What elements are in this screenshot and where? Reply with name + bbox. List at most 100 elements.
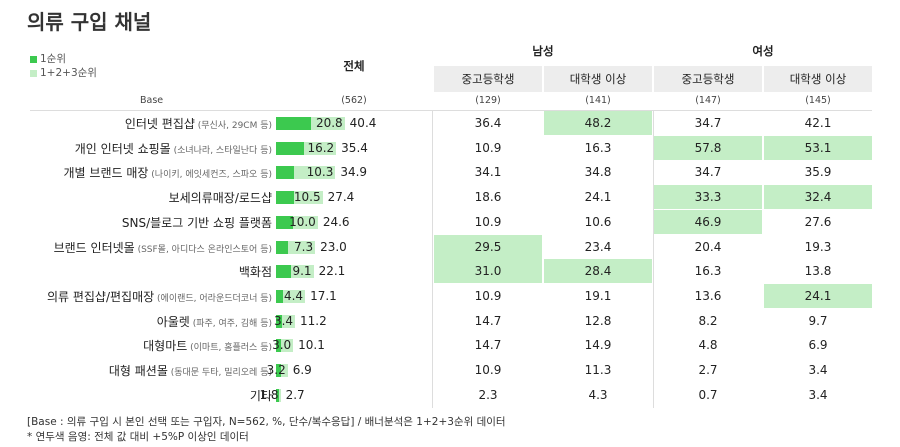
bar-total-share [276, 364, 288, 377]
row-label-main: 인터넷 편집샵 [124, 117, 195, 131]
row-label-sub: (나이키, 에잇세컨즈, 스파오 등) [148, 170, 272, 181]
value-total-share: 23.0 [320, 239, 347, 254]
bar-first-rank [276, 364, 282, 377]
table-cell: 34.8 [584, 165, 612, 180]
value-first-rank: 3.4 [273, 313, 294, 328]
table-cell: 4.3 [588, 387, 608, 402]
row-label-main: 기타 [249, 388, 272, 403]
row-label-main: 백화점 [238, 265, 272, 280]
value-first-rank: 10.5 [293, 190, 321, 205]
row-label: 기타 [30, 387, 272, 404]
value-first-rank: 3.2 [266, 363, 286, 377]
table-cell: 10.9 [474, 288, 502, 303]
base-total: (562) [341, 95, 367, 106]
row-label: 대형마트 (이마트, 홈플러스 등) [30, 337, 272, 354]
row-label: 브랜드 인터넷몰 (SSF몰, 아디다스 온라인스토어 등) [30, 239, 272, 256]
table-cell: 19.3 [804, 239, 832, 254]
table-cell: 57.8 [654, 135, 762, 160]
footnote-highlight: * 연두색 음영: 전체 값 대비 +5%P 이상인 데이터 [27, 431, 249, 443]
row-label-sub: (이마트, 홈플러스 등) [187, 343, 272, 354]
row-label: 개별 브랜드 매장 (나이키, 에잇세컨즈, 스파오 등) [30, 164, 272, 181]
table-divider-left [432, 110, 433, 408]
row-label-sub: (무신사, 29CM 등) [194, 121, 272, 131]
base-label: Base [140, 95, 164, 106]
table-cell: 27.6 [804, 214, 832, 229]
table-cell: 11.3 [584, 363, 612, 377]
row-label-sub: (SSF몰, 아디다스 온라인스토어 등) [134, 244, 272, 255]
table-cell: 14.7 [474, 313, 502, 328]
bar-first-rank [276, 289, 284, 303]
table-cell: 35.9 [804, 165, 832, 180]
table-cell: 42.1 [804, 116, 832, 130]
row-label-sub: (에이랜드, 어라운드더코너 등) [154, 293, 272, 304]
bar-first-rank [276, 141, 304, 155]
table-cell: 3.4 [808, 387, 828, 402]
table-cell: 2.3 [478, 387, 498, 402]
legend-item-total: 1+2+3순위 [30, 66, 97, 80]
table-cell: 10.9 [474, 214, 502, 229]
table-cell: 4.8 [698, 338, 718, 353]
table-cell: 32.4 [764, 185, 872, 210]
legend: 1순위 1+2+3순위 [30, 52, 97, 80]
value-total-share: 2.7 [285, 387, 305, 402]
legend-swatch-first [30, 55, 37, 63]
value-total-share: 34.9 [340, 165, 368, 180]
header-group-female: 여성 [752, 44, 774, 58]
value-first-rank: 7.3 [294, 239, 314, 254]
bar-first-rank [276, 240, 289, 254]
bar-first-rank [276, 117, 312, 130]
bar-first-rank [276, 191, 294, 205]
table-cell: 24.1 [764, 283, 872, 308]
bar-first-rank [276, 265, 292, 279]
table-cell: 13.6 [694, 288, 722, 303]
row-label-main: 보세의류매장/로드샵 [168, 191, 272, 206]
table-cell: 10.9 [474, 363, 502, 377]
value-total-share: 6.9 [292, 363, 312, 377]
row-label: 개인 인터넷 쇼핑몰 (소녀나라, 스타일난다 등) [30, 140, 272, 157]
table-cell: 34.7 [694, 165, 722, 180]
base-female-college: (145) [805, 95, 831, 106]
header-group-male: 남성 [532, 44, 554, 58]
table-cell: 14.7 [474, 338, 502, 353]
value-total-share: 27.4 [327, 190, 355, 205]
row-label: SNS/블로그 기반 쇼핑 플랫폼 [30, 214, 272, 231]
value-total-share: 11.2 [300, 313, 327, 328]
value-total-share: 10.1 [298, 338, 325, 353]
value-first-rank: 4.4 [283, 288, 304, 303]
value-total-share: 40.4 [349, 116, 377, 130]
table-cell: 18.6 [474, 190, 502, 205]
table-cell: 53.1 [764, 135, 872, 160]
bar-first-rank [276, 339, 282, 353]
row-label-main: 의류 편집샵/편집매장 [46, 289, 155, 304]
table-cell: 29.5 [434, 234, 542, 259]
header-sub-female-college: 대학생 이상 [764, 66, 872, 92]
bar-first-rank [276, 166, 294, 180]
value-first-rank: 10.3 [306, 165, 334, 180]
row-label-sub: (파주, 여주, 김해 등) [189, 318, 272, 329]
row-label-main: 개인 인터넷 쇼핑몰 [74, 141, 171, 156]
table-cell: 9.7 [808, 313, 828, 328]
table-cell: 20.4 [694, 239, 722, 254]
row-label-main: 대형 패션몰 [108, 364, 168, 378]
table-cell: 28.4 [544, 259, 652, 284]
table-cell: 34.7 [694, 116, 722, 130]
legend-swatch-total [30, 69, 37, 77]
table-cell: 34.1 [474, 165, 502, 180]
row-label: 백화점 [30, 263, 272, 280]
row-label-main: 대형마트 [143, 339, 188, 354]
header-sub-female-middle: 중고등학생 [654, 66, 762, 92]
value-first-rank: 20.8 [315, 116, 343, 130]
row-label: 보세의류매장/로드샵 [30, 189, 272, 206]
bar-first-rank [276, 314, 282, 328]
row-label-main: 아울렛 [156, 314, 190, 329]
table-cell: 10.6 [584, 214, 612, 229]
table-cell: 0.7 [698, 387, 718, 402]
table-divider-mid [653, 110, 654, 408]
bar-first-rank [276, 388, 280, 402]
table-cell: 16.3 [584, 140, 612, 155]
row-label-sub: (동대문 두타, 밀리오레 등) [167, 368, 272, 378]
table-cell: 6.9 [808, 338, 828, 353]
header-divider [30, 110, 872, 111]
row-label: 인터넷 편집샵 (무신사, 29CM 등) [30, 115, 272, 132]
table-cell: 14.9 [584, 338, 612, 353]
